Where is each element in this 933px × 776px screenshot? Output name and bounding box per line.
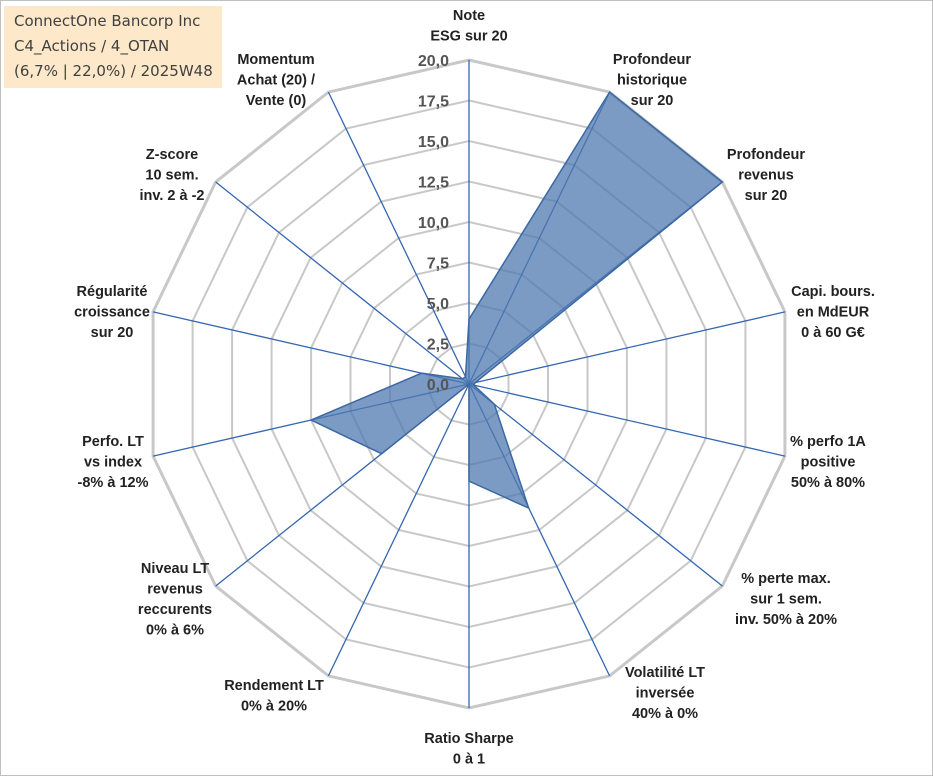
axis-labels: Note ESG sur 20 Profondeur historique sur 20… (74, 8, 875, 768)
axis-label-line: sur 20 (745, 188, 788, 204)
axis-label-line: Note (453, 8, 485, 24)
axis-label-line: Profondeur (727, 147, 805, 163)
axis-label: Régularité croissance sur 20 (74, 284, 150, 341)
tick-label: 5,0 (427, 296, 449, 313)
axis-label-line: -8% à 12% (78, 475, 149, 491)
axis-label-line: Volatilité LT (625, 665, 705, 681)
axis-label-line: inv. 2 à -2 (139, 188, 204, 204)
series-area (309, 90, 724, 510)
axis-label-line: inv. 50% à 20% (735, 612, 837, 628)
axis-label: % perte max. sur 1 sem. inv. 50% à 20% (735, 571, 837, 628)
axis-label-line: % perfo 1A (790, 434, 866, 450)
axis-label-line: Z-score (146, 147, 198, 163)
axis-label-line: sur 20 (631, 93, 674, 109)
axis-label: Rendement LT 0% à 20% (224, 678, 324, 715)
tick-label: 7,5 (427, 256, 449, 273)
axis-label: Note ESG sur 20 (430, 8, 507, 45)
tick-label: 10,0 (418, 215, 449, 232)
axis-label: Volatilité LT inversée 40% à 0% (625, 665, 705, 722)
axis-spoke (468, 383, 723, 587)
axis-label-line: 0% à 20% (241, 699, 307, 715)
axis-spoke (327, 91, 470, 385)
tick-label: 17,5 (418, 94, 449, 111)
axis-label: Profondeur revenus sur 20 (727, 147, 805, 204)
axis-label-line: Perfo. LT (82, 434, 144, 450)
axis-label-line: ESG sur 20 (430, 29, 507, 45)
tick-label: 15,0 (418, 134, 449, 151)
axis-label-line: 0 à 1 (453, 752, 485, 768)
axis-label-line: Momentum (237, 52, 314, 68)
axis-label-line: 50% à 80% (791, 475, 865, 491)
radial-tick-labels: 0,0 2,5 5,0 7,5 10,0 12,5 15,0 17,5 20,0 (418, 53, 449, 394)
axis-label-line: Niveau LT (141, 561, 209, 577)
axis-spoke (468, 383, 786, 457)
company-name: ConnectOne Bancorp Inc (14, 12, 201, 30)
info-box: ConnectOne Bancorp Inc C4_Actions / 4_OT… (4, 6, 222, 88)
tick-label: 12,5 (418, 175, 449, 192)
params-label: (6,7% | 22,0%) / 2025W48 (14, 62, 213, 80)
axis-label: Perfo. LT vs index -8% à 12% (78, 434, 149, 491)
category-label: C4_Actions / 4_OTAN (14, 37, 170, 55)
axis-spoke (327, 383, 470, 677)
axis-label-line: 10 sem. (145, 168, 198, 184)
axis-label-line: 40% à 0% (632, 706, 698, 722)
axis-label-line: revenus (738, 168, 794, 184)
axis-label: Niveau LT revenus reccurents 0% à 6% (138, 561, 212, 639)
axis-label-line: Vente (0) (246, 93, 307, 109)
tick-label: 20,0 (418, 53, 449, 70)
axis-label-line: reccurents (138, 602, 212, 618)
axis-label-line: sur 1 sem. (750, 592, 822, 608)
axis-label: % perfo 1A positive 50% à 80% (790, 434, 866, 491)
axis-label-line: Capi. bours. (791, 284, 875, 300)
axis-label: Ratio Sharpe 0 à 1 (424, 731, 513, 768)
axis-label-line: Rendement LT (224, 678, 324, 694)
axis-label-line: revenus (147, 582, 203, 598)
axis-label-line: en MdEUR (797, 305, 870, 321)
axis-label-line: vs index (84, 455, 142, 471)
axis-spoke (152, 311, 470, 385)
axis-label-line: Ratio Sharpe (424, 731, 513, 747)
axis-label-line: inversée (636, 686, 695, 702)
axis-label: Z-score 10 sem. inv. 2 à -2 (139, 147, 204, 204)
axis-label-line: sur 20 (91, 325, 134, 341)
axis-label-line: croissance (74, 305, 150, 321)
axis-label: Momentum Achat (20) / Vente (0) (237, 52, 315, 109)
axis-spoke (468, 311, 786, 385)
axis-label-line: positive (801, 455, 856, 471)
axis-label-line: 0 à 60 G€ (801, 325, 865, 341)
axis-label: Profondeur historique sur 20 (613, 52, 691, 109)
axis-label-line: 0% à 6% (146, 623, 204, 639)
axis-label-line: historique (617, 73, 687, 89)
axis-label-line: Achat (20) / (237, 73, 315, 89)
axis-spoke (215, 181, 470, 385)
tick-label: 2,5 (427, 337, 449, 354)
tick-label: 0,0 (427, 377, 449, 394)
axis-label-line: Profondeur (613, 52, 691, 68)
axis-label: Capi. bours. en MdEUR 0 à 60 G€ (791, 284, 875, 341)
axis-label-line: Régularité (77, 284, 148, 300)
axis-label-line: % perte max. (741, 571, 830, 587)
